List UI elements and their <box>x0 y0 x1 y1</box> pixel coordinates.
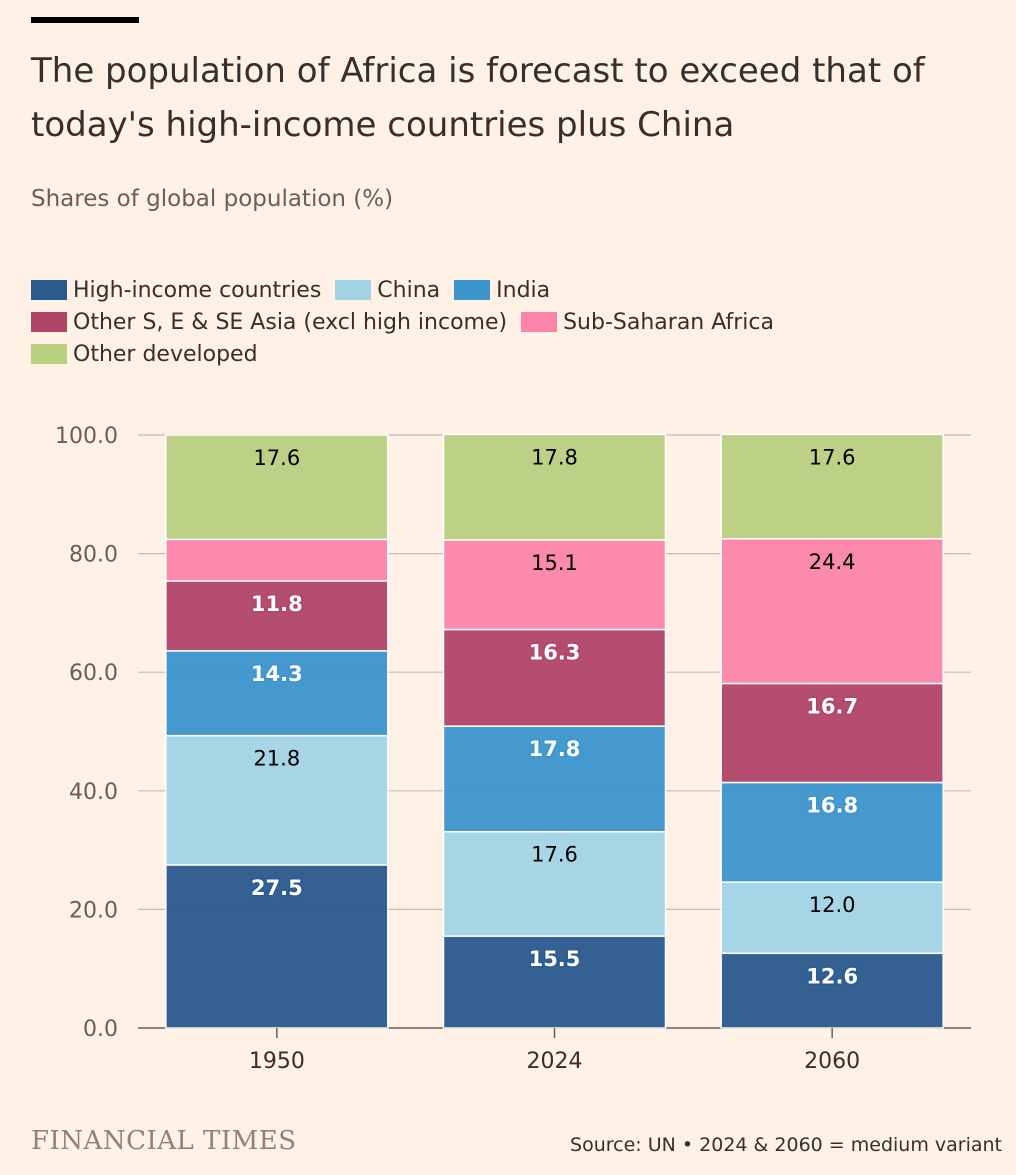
y-tick-label: 40.0 <box>69 780 118 805</box>
bar-segment <box>720 682 944 784</box>
data-label: 27.5 <box>251 876 303 900</box>
legend-label: India <box>496 277 551 303</box>
legend-row: Other developed <box>31 338 991 370</box>
y-tick-label: 80.0 <box>69 543 118 568</box>
legend-item: Sub-Saharan Africa <box>521 310 774 335</box>
data-label: 21.8 <box>253 747 300 771</box>
data-label: 15.1 <box>531 551 578 575</box>
brand-logo: FINANCIAL TIMES <box>31 1126 297 1156</box>
legend-item: Other developed <box>31 342 258 367</box>
legend-swatch <box>31 280 67 300</box>
data-label: 16.3 <box>529 641 581 665</box>
legend-label: Other S, E & SE Asia (excl high income) <box>73 309 508 335</box>
bar-segment <box>442 830 667 937</box>
legend-label: Sub-Saharan Africa <box>563 309 774 335</box>
top-accent-rule <box>31 17 139 23</box>
bar-segment <box>720 433 944 540</box>
chart-subtitle: Shares of global population (%) <box>31 186 394 212</box>
data-label: 17.6 <box>809 445 856 469</box>
legend-row: Other S, E & SE Asia (excl high income) S… <box>31 306 991 338</box>
data-label: 17.6 <box>253 446 300 470</box>
data-label: 24.4 <box>809 550 856 574</box>
bar-segment <box>442 935 667 1029</box>
bar-segment <box>165 650 389 737</box>
data-label: 12.0 <box>809 893 856 917</box>
bar-segment <box>165 434 389 541</box>
legend-item: Other S, E & SE Asia (excl high income) <box>31 310 507 335</box>
bar-segment <box>442 628 667 727</box>
source-note: Source: UN • 2024 & 2060 = medium varian… <box>570 1134 1002 1156</box>
bar-segment <box>165 538 389 582</box>
y-tick-label: 20.0 <box>69 898 118 923</box>
data-label: 14.3 <box>251 662 303 686</box>
data-label: 12.6 <box>806 964 858 988</box>
data-label: 15.5 <box>529 947 581 971</box>
data-label: 16.8 <box>806 793 858 817</box>
y-tick-label: 100.0 <box>55 424 118 449</box>
chart-legend: High-income countries China India Other S, … <box>31 274 991 370</box>
y-tick-label: 60.0 <box>69 661 118 686</box>
legend-row: High-income countries China India <box>31 274 991 306</box>
x-tick-label: 1950 <box>249 1049 305 1074</box>
legend-item: High-income countries <box>31 278 321 303</box>
legend-swatch <box>335 280 372 300</box>
legend-swatch <box>521 312 558 332</box>
bar-segment <box>720 881 944 955</box>
bar-segment <box>720 952 944 1029</box>
x-tick-label: 2024 <box>527 1049 583 1074</box>
legend-label: Other developed <box>73 341 258 367</box>
bar-segment <box>442 725 667 833</box>
legend-swatch <box>31 312 67 332</box>
data-label: 17.8 <box>529 737 581 761</box>
bar-segment <box>442 433 667 541</box>
bar-segment <box>165 734 389 866</box>
legend-label: High-income countries <box>73 277 322 303</box>
stacked-bar-chart: 0.0 20.0 40.0 60.0 80.0 100.0 27.5 21.8 14.3 11.8… <box>55 424 971 1074</box>
y-tick-label: 0.0 <box>83 1017 118 1042</box>
bar-segment <box>442 539 667 631</box>
legend-swatch <box>454 280 491 300</box>
data-label: 16.7 <box>806 694 858 718</box>
legend-item: China <box>335 278 440 303</box>
data-label: 17.8 <box>531 445 578 469</box>
chart-title: The population of Africa is forecast to … <box>31 51 925 145</box>
x-tick-label: 2060 <box>804 1049 860 1074</box>
legend-swatch <box>31 344 67 364</box>
data-label: 11.8 <box>251 592 303 616</box>
data-label: 17.6 <box>531 843 578 867</box>
legend-label: China <box>377 277 441 303</box>
legend-item: India <box>454 278 550 303</box>
